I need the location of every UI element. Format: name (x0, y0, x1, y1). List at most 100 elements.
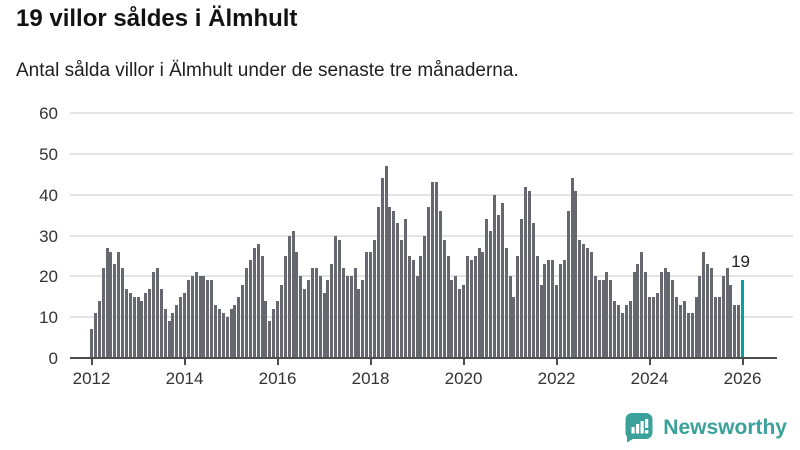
bar (268, 321, 272, 358)
bar (512, 296, 516, 358)
bar (504, 247, 508, 358)
bar (690, 313, 694, 358)
bar (465, 255, 469, 358)
bar (713, 296, 717, 358)
latest-value-label: 19 (731, 252, 750, 272)
y-axis-label: 30 (39, 226, 58, 246)
bar (217, 309, 221, 358)
bar (531, 223, 535, 358)
bar (400, 239, 404, 358)
bar (613, 300, 617, 358)
bar (190, 276, 194, 358)
bar (403, 219, 407, 358)
x-axis-label: 2022 (537, 369, 576, 388)
bar (667, 272, 671, 358)
bar (349, 276, 353, 358)
bar (415, 276, 419, 358)
bar (307, 280, 311, 358)
bar (721, 276, 725, 358)
bar (562, 260, 566, 358)
bar (593, 276, 597, 358)
bar (291, 231, 295, 358)
bar (675, 296, 679, 358)
bar (566, 211, 570, 358)
bar (338, 239, 342, 358)
bar (152, 272, 156, 358)
bar (299, 276, 303, 358)
bar (210, 280, 214, 358)
bar (248, 260, 252, 358)
bar (330, 264, 334, 358)
gridline (70, 112, 793, 114)
bar (601, 280, 605, 358)
bar (245, 268, 249, 358)
bar (659, 272, 663, 358)
bar (555, 284, 559, 358)
bar (710, 268, 714, 358)
bar (454, 276, 458, 358)
bar (527, 190, 531, 358)
x-axis-tick (276, 359, 279, 365)
bar (136, 296, 140, 358)
bar (171, 313, 175, 358)
bar (446, 255, 450, 358)
x-axis-tick (648, 359, 651, 365)
bar (225, 317, 229, 358)
page-title: 19 villor såldes i Älmhult (16, 5, 298, 32)
bar (609, 280, 613, 358)
x-axis-label: 2016 (258, 369, 297, 388)
bar (462, 284, 466, 358)
bar (353, 268, 357, 358)
bar (113, 264, 117, 358)
bar (520, 219, 524, 358)
y-axis-label: 20 (39, 267, 58, 287)
bar (179, 296, 183, 358)
bar (140, 300, 144, 358)
bar (167, 321, 171, 358)
bar (252, 247, 256, 358)
bar (450, 280, 454, 358)
bar (93, 313, 97, 358)
highlighted-bar (741, 280, 745, 358)
bar (535, 255, 539, 358)
bar (124, 288, 128, 358)
bar (469, 260, 473, 358)
bar (648, 296, 652, 358)
bar (322, 292, 326, 358)
bar (287, 235, 291, 358)
bar (186, 280, 190, 358)
bar (651, 296, 655, 358)
bar (279, 284, 283, 358)
bar (442, 239, 446, 358)
bar (655, 292, 659, 358)
bar (109, 251, 113, 358)
bar (438, 211, 442, 358)
y-axis-label: 0 (48, 349, 58, 368)
x-axis-tick (183, 359, 186, 365)
bar (144, 292, 148, 358)
brand-name: Newsworthy (663, 415, 787, 439)
bar (214, 304, 218, 358)
newsworthy-brand: Newsworthy (624, 412, 787, 443)
bar (485, 219, 489, 358)
bar (198, 276, 202, 358)
x-axis-tick (462, 359, 465, 365)
bar (574, 190, 578, 358)
bar (283, 255, 287, 358)
bar (237, 296, 241, 358)
bar (229, 309, 233, 358)
bar (303, 288, 307, 358)
bar (264, 300, 268, 358)
x-axis-tick (555, 359, 558, 365)
bar (558, 264, 562, 358)
bar (419, 255, 423, 358)
y-axis-label: 40 (39, 185, 58, 205)
bar (682, 300, 686, 358)
bar (671, 280, 675, 358)
bar (194, 272, 198, 358)
bar (101, 268, 105, 358)
bar (551, 260, 555, 358)
bar (481, 251, 485, 358)
bar (365, 251, 369, 358)
